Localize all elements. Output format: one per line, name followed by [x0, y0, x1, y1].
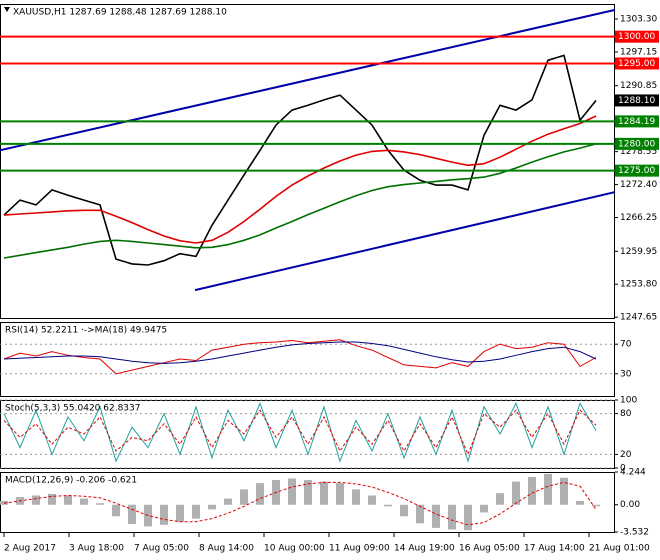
histogram-bar	[464, 504, 472, 531]
x-tick-label: 8 Aug 14:00	[199, 544, 254, 554]
series-line	[3, 54, 597, 266]
histogram-bar	[224, 498, 232, 505]
series-line	[3, 339, 597, 375]
y-tick-label: 70	[620, 340, 632, 350]
level-label: 1275.00	[618, 166, 655, 176]
x-tick-label: 21 Aug 01:00	[589, 544, 650, 554]
last-price-box	[615, 94, 659, 107]
histogram-bar	[480, 504, 488, 513]
channel-line	[0, 8, 616, 152]
y-tick-label: -3.532	[620, 528, 649, 538]
histogram-bar	[128, 504, 136, 525]
last-price-label: 1288.10	[618, 96, 655, 106]
y-tick-label: 80	[620, 409, 632, 419]
histogram-bar	[288, 478, 296, 505]
level-label: 1280.00	[618, 139, 655, 149]
panel-title: RSI(14) 52.2211 ·->MA(18) 49.9475	[5, 326, 167, 336]
y-tick-label: 1266.25	[620, 213, 657, 223]
y-tick-label: 1247.65	[620, 313, 657, 323]
series-line	[3, 143, 597, 259]
histogram-bar	[496, 493, 504, 505]
panel	[0, 4, 615, 319]
y-tick-label: 1303.30	[620, 15, 657, 25]
histogram-bar	[528, 476, 536, 505]
y-tick-label: 1290.85	[620, 81, 657, 91]
channel-line	[194, 191, 616, 292]
panel	[0, 400, 615, 469]
y-tick-label: 20	[620, 450, 632, 460]
y-tick-label: 1278.55	[620, 147, 657, 157]
y-tick-label: 0.00	[620, 500, 640, 510]
histogram-bar	[112, 504, 120, 517]
histogram-bar	[448, 504, 456, 530]
histogram-bar	[64, 495, 72, 505]
histogram-bar	[384, 504, 392, 507]
histogram-bar	[544, 473, 552, 505]
level-label: 1300.00	[618, 32, 655, 42]
x-tick-label: 3 Aug 18:00	[69, 544, 124, 554]
y-tick-label: 1259.95	[620, 247, 657, 257]
histogram-bar	[304, 480, 312, 505]
x-tick-label: 14 Aug 19:00	[394, 544, 455, 554]
histogram-bar	[432, 504, 440, 528]
panel-title: XAUUSD,H1 1287.69 1288.48 1287.69 1288.1…	[13, 8, 227, 18]
histogram-bar	[336, 483, 344, 505]
y-tick-label: 30	[620, 369, 632, 379]
histogram-bar	[160, 504, 168, 525]
histogram-bar	[176, 504, 184, 522]
series-line	[3, 409, 597, 456]
y-tick-label: 100	[620, 396, 637, 406]
series-line	[3, 341, 597, 364]
panel-title: Stoch(5,3,3) 55.0420 62.8337	[5, 404, 140, 414]
histogram-bar	[240, 489, 248, 505]
histogram-bar	[208, 504, 216, 510]
x-tick-label: 2 Aug 2017	[4, 544, 56, 554]
histogram-bar	[80, 498, 88, 505]
panel-title: MACD(12,26,9) -0.206 -0.621	[5, 476, 137, 486]
series-line	[3, 402, 597, 463]
series-line	[3, 115, 597, 244]
level-box	[615, 115, 659, 128]
histogram-bar	[352, 489, 360, 505]
x-tick-label: 17 Aug 14:00	[524, 544, 585, 554]
histogram-bar	[512, 481, 520, 505]
histogram-bar	[48, 493, 56, 505]
histogram-bar	[256, 483, 264, 505]
histogram-bar	[576, 500, 584, 505]
histogram-bar	[592, 504, 600, 507]
level-box	[615, 57, 659, 70]
y-tick-label: 1272.40	[620, 180, 657, 190]
level-label: 1284.19	[618, 117, 655, 127]
y-tick-label: 0	[620, 464, 626, 474]
histogram-bar	[32, 495, 40, 505]
histogram-bar	[368, 495, 376, 505]
histogram-bar	[192, 504, 200, 519]
level-label: 1295.00	[618, 59, 655, 69]
y-tick-label: 1297.15	[620, 47, 657, 57]
series-line	[3, 481, 597, 526]
histogram-bar	[560, 477, 568, 505]
x-tick-label: 7 Aug 05:00	[134, 544, 189, 554]
title-icon	[4, 7, 10, 12]
x-tick-label: 10 Aug 00:00	[264, 544, 325, 554]
histogram-bar	[416, 504, 424, 524]
x-tick-label: 16 Aug 05:00	[459, 544, 520, 554]
histogram-bar	[320, 481, 328, 505]
histogram-bar	[400, 504, 408, 517]
level-box	[615, 164, 659, 177]
y-tick-label: 4.244	[620, 468, 646, 478]
panel	[0, 322, 615, 397]
level-box	[615, 137, 659, 150]
x-tick-label: 11 Aug 09:00	[329, 544, 390, 554]
y-tick-label: 1253.80	[620, 280, 657, 290]
histogram-bar	[96, 503, 104, 505]
level-box	[615, 30, 659, 43]
